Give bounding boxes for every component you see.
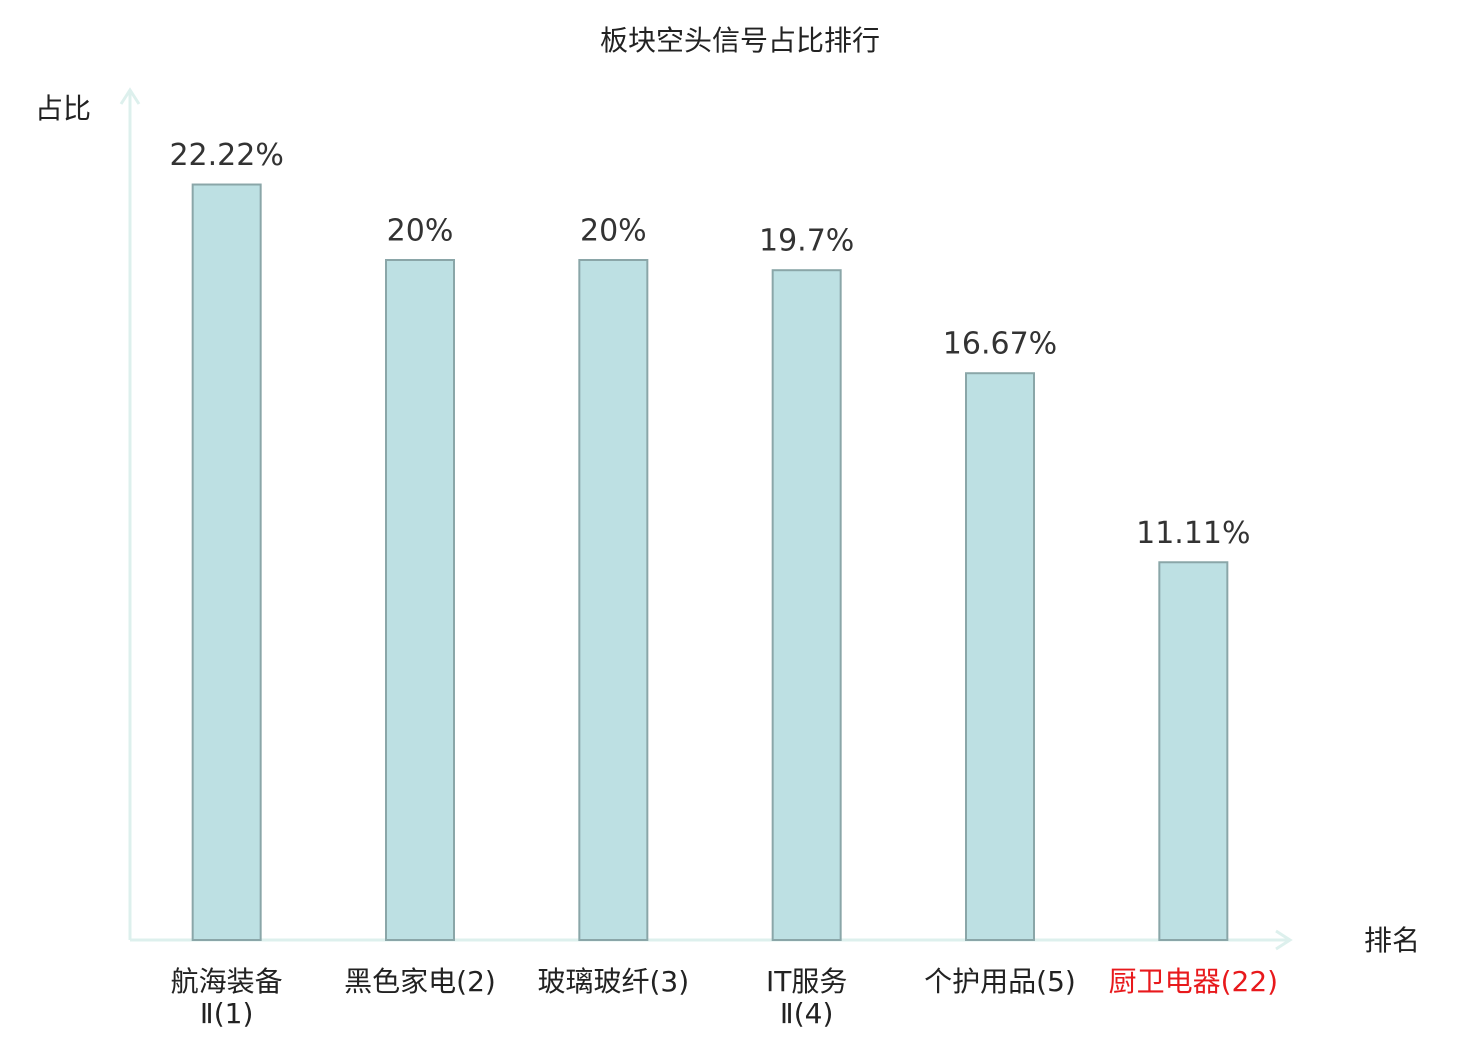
bar	[771, 269, 842, 941]
x-tick-label: 航海装备 Ⅱ(1)	[170, 965, 283, 1030]
x-tick-label: 黑色家电(2)	[344, 965, 496, 998]
value-label: 16.67%	[943, 327, 1057, 362]
value-label: 22.22%	[169, 138, 283, 173]
x-tick-label: 个护用品(5)	[924, 965, 1076, 998]
x-axis-label: 排名	[1364, 924, 1420, 957]
y-axis-arrow	[119, 87, 141, 105]
x-tick-label: 厨卫电器(22)	[1108, 965, 1279, 998]
value-label: 20%	[387, 214, 454, 249]
value-label: 11.11%	[1136, 516, 1250, 551]
bar	[578, 259, 649, 941]
x-axis-arrow	[1275, 929, 1293, 951]
chart-title: 板块空头信号占比排行	[600, 24, 880, 57]
value-label: 20%	[580, 214, 647, 249]
bar	[965, 372, 1035, 942]
y-axis-label: 占比	[35, 92, 91, 125]
x-tick-label: 玻璃玻纤(3)	[537, 965, 690, 998]
bar	[191, 183, 262, 941]
bar	[385, 259, 455, 941]
x-tick-label: IT服务 Ⅱ(4)	[765, 965, 848, 1030]
value-label: 19.7%	[759, 224, 854, 259]
bar	[1158, 561, 1229, 941]
